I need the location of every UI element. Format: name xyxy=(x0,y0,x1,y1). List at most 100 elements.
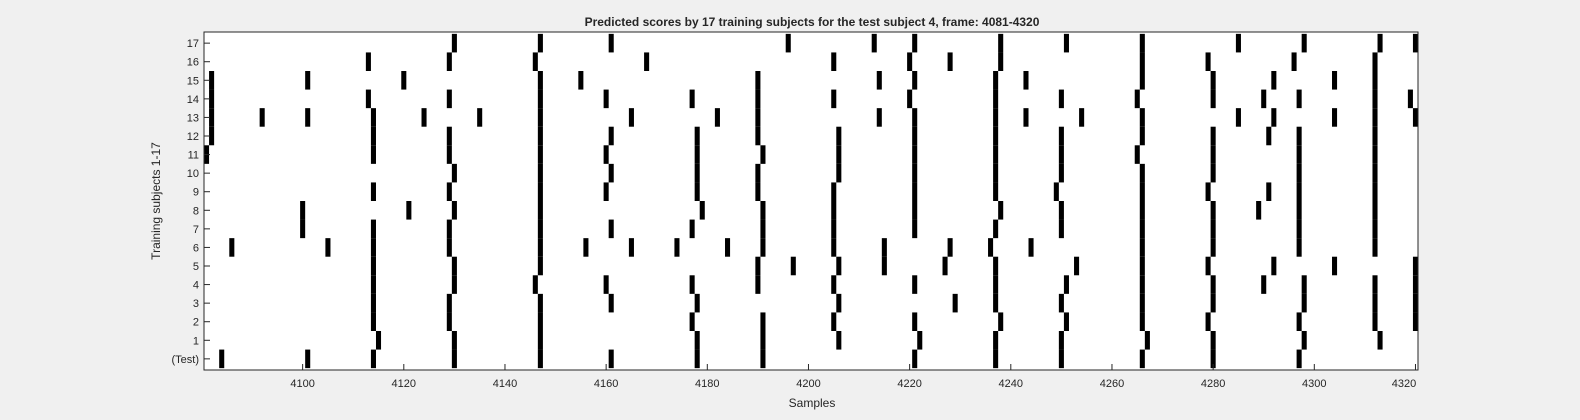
score-mark xyxy=(538,34,543,53)
y-tick-label: 12 xyxy=(187,131,199,143)
score-mark xyxy=(447,90,452,109)
score-mark xyxy=(760,350,765,369)
x-tick-label: 4320 xyxy=(1392,378,1416,390)
score-mark xyxy=(998,312,1003,331)
score-mark xyxy=(1292,52,1297,71)
score-mark xyxy=(533,52,538,71)
score-mark xyxy=(1211,201,1216,220)
score-mark xyxy=(1211,294,1216,313)
score-mark xyxy=(674,238,679,257)
y-tick-label: 3 xyxy=(193,298,199,310)
score-mark xyxy=(1140,350,1145,369)
score-mark xyxy=(1023,108,1028,127)
score-mark xyxy=(690,90,695,109)
score-mark xyxy=(371,275,376,294)
score-mark xyxy=(1372,108,1377,127)
y-tick-label: 2 xyxy=(193,317,199,329)
y-tick-label: 8 xyxy=(193,205,199,217)
score-mark xyxy=(831,201,836,220)
score-mark xyxy=(538,201,543,220)
score-mark xyxy=(993,145,998,164)
score-mark xyxy=(695,331,700,350)
score-mark xyxy=(700,201,705,220)
score-mark xyxy=(371,238,376,257)
score-mark xyxy=(1297,145,1302,164)
score-mark xyxy=(644,52,649,71)
x-tick-label: 4160 xyxy=(594,378,618,390)
plot-area xyxy=(204,32,1418,370)
score-mark xyxy=(1145,331,1150,350)
score-mark xyxy=(882,257,887,276)
x-tick-label: 4180 xyxy=(695,378,719,390)
score-mark xyxy=(1408,90,1413,109)
score-mark xyxy=(371,127,376,146)
score-mark xyxy=(401,71,406,90)
score-mark xyxy=(1372,164,1377,183)
score-mark xyxy=(1372,312,1377,331)
score-mark xyxy=(690,275,695,294)
score-mark xyxy=(1297,312,1302,331)
score-mark xyxy=(695,145,700,164)
score-mark xyxy=(1297,164,1302,183)
score-mark xyxy=(993,164,998,183)
score-mark xyxy=(422,108,427,127)
score-mark xyxy=(376,331,381,350)
score-mark xyxy=(229,238,234,257)
score-mark xyxy=(1413,257,1418,276)
score-mark xyxy=(371,257,376,276)
score-mark xyxy=(1206,257,1211,276)
score-mark xyxy=(912,71,917,90)
y-tick-label: 11 xyxy=(188,150,199,162)
score-mark xyxy=(912,127,917,146)
score-mark xyxy=(1029,238,1034,257)
y-tick-label: 1 xyxy=(193,335,199,347)
score-mark xyxy=(1297,127,1302,146)
score-mark xyxy=(1297,90,1302,109)
score-mark xyxy=(538,238,543,257)
y-tick-label: (Test) xyxy=(172,354,200,366)
score-mark xyxy=(943,257,948,276)
score-mark xyxy=(300,201,305,220)
score-mark xyxy=(1372,220,1377,239)
score-mark xyxy=(1372,127,1377,146)
score-mark xyxy=(907,90,912,109)
score-mark xyxy=(1271,257,1276,276)
score-mark xyxy=(760,201,765,220)
score-mark xyxy=(1059,331,1064,350)
score-mark xyxy=(755,127,760,146)
score-mark xyxy=(755,275,760,294)
score-mark xyxy=(1372,145,1377,164)
score-mark xyxy=(1302,34,1307,53)
y-tick-label: 13 xyxy=(187,112,199,124)
score-mark xyxy=(1332,257,1337,276)
score-mark xyxy=(406,201,411,220)
score-mark xyxy=(948,238,953,257)
score-mark xyxy=(1059,294,1064,313)
score-mark xyxy=(1211,220,1216,239)
score-mark xyxy=(583,238,588,257)
score-mark xyxy=(1140,257,1145,276)
score-mark xyxy=(609,294,614,313)
score-mark xyxy=(831,52,836,71)
score-mark xyxy=(1332,71,1337,90)
score-mark xyxy=(1372,182,1377,201)
score-mark xyxy=(695,294,700,313)
score-mark xyxy=(1140,220,1145,239)
score-mark xyxy=(1064,312,1069,331)
score-mark xyxy=(452,201,457,220)
x-tick-label: 4200 xyxy=(796,378,820,390)
score-mark xyxy=(1140,108,1145,127)
score-mark xyxy=(912,350,917,369)
score-mark xyxy=(912,312,917,331)
score-mark xyxy=(371,182,376,201)
y-tick-label: 10 xyxy=(187,168,199,180)
score-mark xyxy=(1211,127,1216,146)
score-mark xyxy=(1266,182,1271,201)
score-mark xyxy=(695,164,700,183)
score-mark xyxy=(836,331,841,350)
score-mark xyxy=(760,312,765,331)
score-mark xyxy=(715,108,720,127)
score-mark xyxy=(1211,331,1216,350)
score-mark xyxy=(305,350,310,369)
